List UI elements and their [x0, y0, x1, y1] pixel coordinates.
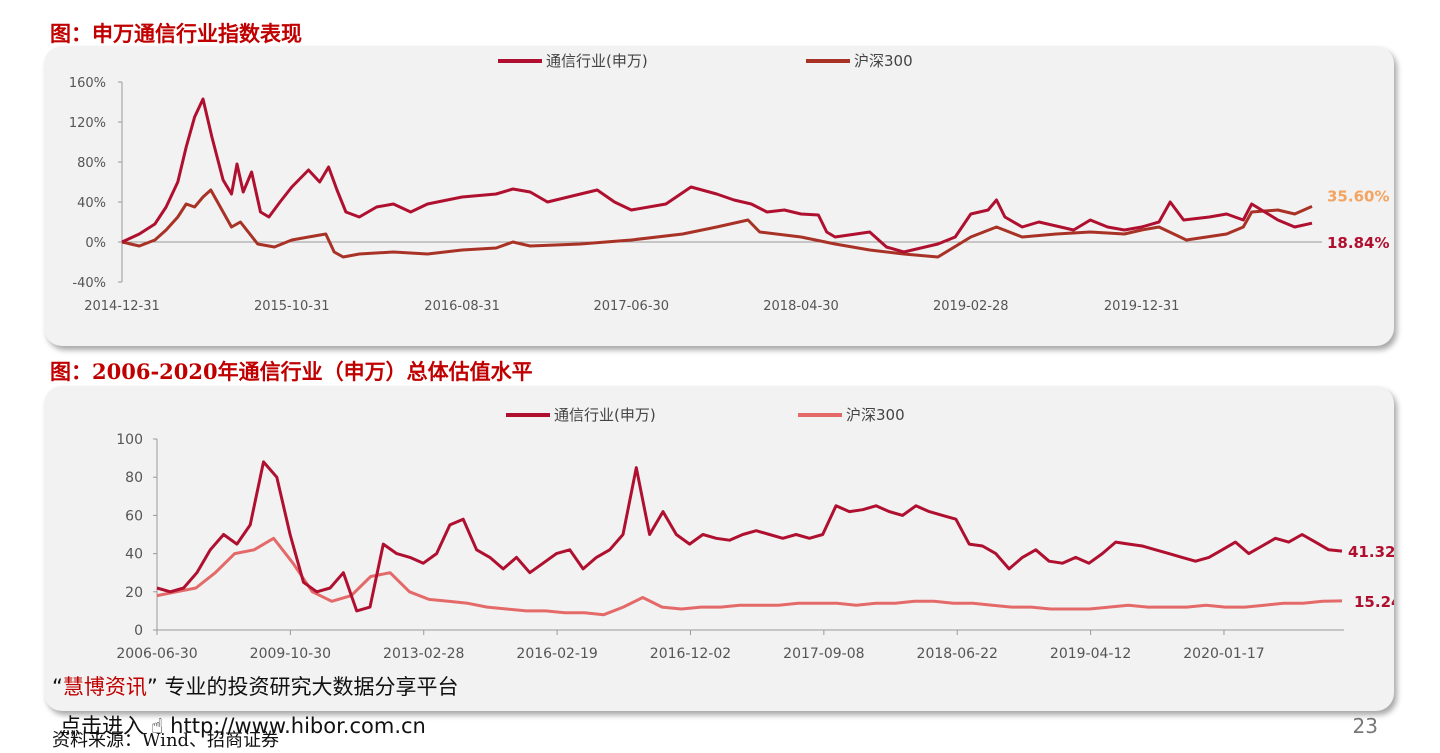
chart2-y-tick-label: 100 [116, 432, 143, 448]
chart2-series-hs300 [156, 536, 1343, 617]
chart2-x-tick-label: 2013-02-28 [383, 646, 464, 662]
chart1-series-telecom [121, 97, 1313, 254]
chart2-y-tick-label: 40 [125, 547, 143, 563]
chart2-x-tick-label: 2020-01-17 [1183, 646, 1264, 662]
chart2-x-tick-label: 2016-12-02 [650, 646, 731, 662]
chart1-x-tick-label: 2018-04-30 [763, 299, 839, 314]
watermark-slogan: “慧博资讯” 专业的投资研究大数据分享平台 [52, 671, 458, 701]
watermark-open-quote: “ [52, 675, 63, 699]
chart2-legend-label: 通信行业(申万) [554, 406, 656, 424]
watermark-url[interactable]: http://www.hibor.com.cn [170, 714, 426, 738]
chart1-y-tick-label: 80% [77, 156, 106, 171]
chart2-x-tick-label: 2018-06-22 [917, 646, 998, 662]
chart2-end-label-hs300: 15.24 [1354, 593, 1394, 611]
chart1-end-label-hs300: 35.60% [1327, 187, 1389, 205]
chart1-y-tick-label: 120% [69, 116, 106, 131]
chart1-x-tick-label: 2014-12-31 [84, 299, 160, 314]
chart2-x-tick-label: 2016-02-19 [516, 646, 597, 662]
chart1-x-tick-label: 2015-10-31 [254, 299, 330, 314]
source-note: 资料来源：Wind、招商证券 [52, 730, 280, 751]
chart2-x-tick-label: 2017-09-08 [783, 646, 864, 662]
chart2-title: 图：2006-2020年通信行业（申万）总体估值水平 [50, 359, 533, 384]
chart2-x-tick-label: 2009-10-30 [250, 646, 331, 662]
chart2-y-tick-label: 20 [125, 585, 143, 601]
chart1-title: 图：申万通信行业指数表现 [50, 21, 302, 46]
chart1-y-tick-label: 160% [69, 76, 106, 91]
chart2-x-tick-label: 2019-04-12 [1050, 646, 1131, 662]
chart2-svg: 0 20 40 60 80 100 2006-06-30 2009-10-30 2013-02-… [116, 406, 1394, 662]
chart1-end-label-telecom: 18.84% [1327, 234, 1389, 252]
watermark-slogan-text: 专业的投资研究大数据分享平台 [164, 675, 459, 699]
chart2-y-tick-label: 60 [125, 508, 143, 524]
chart1-legend-label: 沪深300 [854, 52, 913, 70]
chart1-svg: -40% 0% 40% 80% 120% 160% 2014-12-31 2015-10-31… [69, 52, 1390, 314]
cursor-hand-icon: ☝ [150, 714, 164, 738]
chart2-end-label-telecom: 41.32 [1348, 543, 1394, 561]
chart1-x-tick-label: 2019-12-31 [1104, 299, 1180, 314]
chart1-y-tick-label: 0% [85, 236, 106, 251]
chart2-y-tick-label: 0 [134, 623, 143, 639]
page-number: 23 [1352, 714, 1378, 738]
chart2-x-tick-label: 2006-06-30 [116, 646, 197, 662]
watermark-link-text[interactable]: 点击进入 [60, 714, 144, 738]
watermark-close-quote: ” [146, 675, 158, 699]
chart1-legend-label: 通信行业(申万) [546, 52, 648, 70]
chart1-x-tick-label: 2017-06-30 [594, 299, 670, 314]
chart2-legend-label: 沪深300 [846, 406, 905, 424]
chart1-panel: -40% 0% 40% 80% 120% 160% 2014-12-31 2015-10-31… [44, 46, 1394, 346]
chart1-x-tick-label: 2016-08-31 [424, 299, 500, 314]
chart1-y-tick-label: -40% [72, 276, 106, 291]
chart2-series-telecom [156, 460, 1343, 613]
chart1-y-tick-label: 40% [77, 196, 106, 211]
chart2-panel: 0 20 40 60 80 100 2006-06-30 2009-10-30 2013-02-… [44, 386, 1394, 711]
watermark-brand: 慧博资讯 [62, 675, 147, 699]
watermark-link[interactable]: 点击进入 ☝ http://www.hibor.com.cn [60, 710, 426, 740]
chart1-x-tick-label: 2019-02-28 [933, 299, 1009, 314]
chart1-series-hs300 [121, 188, 1313, 259]
chart2-y-tick-label: 80 [125, 470, 143, 486]
